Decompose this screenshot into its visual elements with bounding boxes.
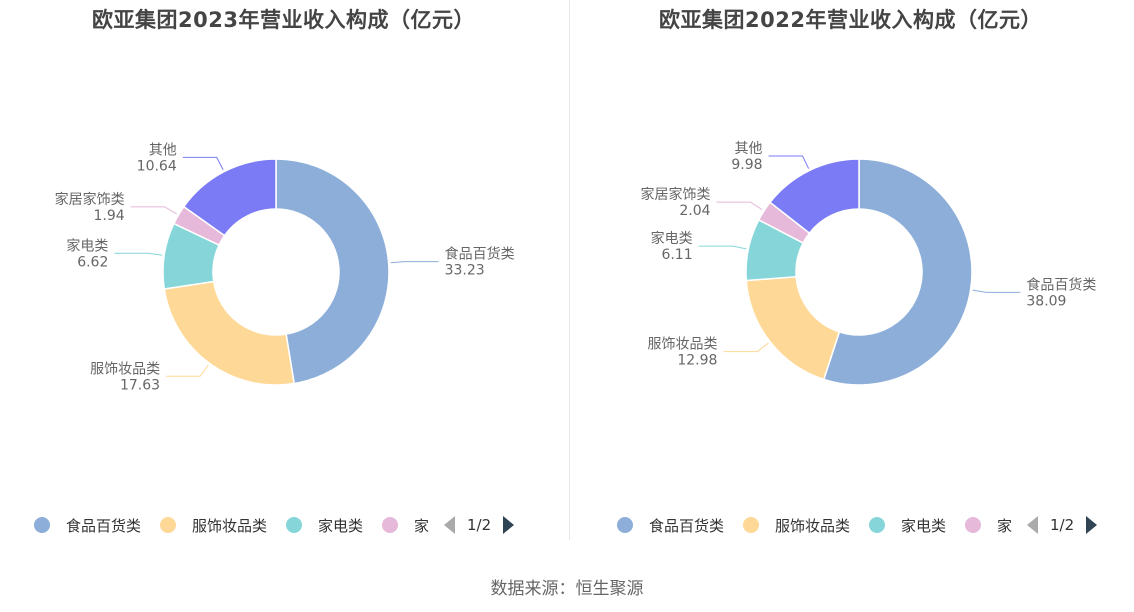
slice-label-name: 其他 xyxy=(735,141,763,157)
donut-slice-1[interactable] xyxy=(163,280,296,386)
legend-prev-arrow-icon[interactable] xyxy=(1027,516,1038,534)
slice-label-name: 家居家饰类 xyxy=(55,191,125,208)
legend-dot xyxy=(382,517,398,533)
slice-label-name: 服饰妆品类 xyxy=(647,337,717,353)
legend-item-1[interactable]: 服饰妆品类 xyxy=(743,512,850,538)
legend-dot xyxy=(160,517,176,533)
legend-item-2[interactable]: 家电类 xyxy=(286,512,363,538)
slice-label-name: 服饰妆品类 xyxy=(90,361,160,377)
label-leader-line xyxy=(182,156,224,171)
panel-divider xyxy=(569,0,570,540)
slice-label-value: 1.94 xyxy=(93,208,124,224)
legend-dot xyxy=(34,517,50,533)
label-leader-line xyxy=(768,155,810,169)
donut-slice-1[interactable] xyxy=(745,275,841,381)
slice-label-value: 2.04 xyxy=(679,203,710,219)
legend-next-arrow-icon[interactable] xyxy=(503,516,515,534)
legend-pager: 1/2 xyxy=(444,512,515,538)
legend-item-0[interactable]: 食品百货类 xyxy=(617,512,724,538)
donut-slice-4[interactable] xyxy=(768,158,860,235)
legend-item-0[interactable]: 食品百货类 xyxy=(34,512,141,538)
slice-label-name: 食品百货类 xyxy=(445,246,515,263)
slice-label-name: 其他 xyxy=(149,142,177,158)
label-leader-line xyxy=(716,201,763,211)
slice-label-value: 6.11 xyxy=(661,247,692,263)
legend-item-2[interactable]: 家电类 xyxy=(869,512,946,538)
legend-dot xyxy=(743,517,759,533)
legend-page-indicator: 1/2 xyxy=(467,516,492,534)
legend-label: 食品百货类 xyxy=(66,516,142,535)
slice-label-value: 38.09 xyxy=(1026,293,1066,309)
legend-next-arrow-icon[interactable] xyxy=(1086,516,1098,534)
legend-dot xyxy=(617,517,633,533)
legend-prev-arrow-icon[interactable] xyxy=(444,516,455,534)
slice-label-name: 家居家饰类 xyxy=(641,186,711,203)
chart-panel-2023: 欧亚集团2023年营业收入构成（亿元） 食品百货类 33.23 服饰妆品类 17.63… xyxy=(0,0,567,560)
label-leader-line xyxy=(130,206,178,215)
label-leader-line xyxy=(114,252,163,256)
slice-label-name: 食品百货类 xyxy=(1026,276,1096,293)
label-leader-line xyxy=(166,364,209,377)
legend-label: 食品百货类 xyxy=(649,516,725,535)
label-leader-line xyxy=(972,289,1021,293)
legend-item-3[interactable]: 家 xyxy=(382,512,429,538)
label-leader-line xyxy=(698,245,747,250)
donut-slice-4[interactable] xyxy=(182,158,277,237)
legend-dot xyxy=(286,517,302,533)
donut-slice-0[interactable] xyxy=(275,158,390,385)
slice-label-value: 33.23 xyxy=(445,263,485,279)
legend-pager: 1/2 xyxy=(1027,512,1098,538)
legend-dot xyxy=(869,517,885,533)
legend-item-3[interactable]: 家 xyxy=(965,512,1012,538)
slice-label-value: 17.63 xyxy=(120,377,160,393)
legend-item-1[interactable]: 服饰妆品类 xyxy=(160,512,267,538)
chart-panel-2022: 欧亚集团2022年营业收入构成（亿元） 食品百货类 38.09 服饰妆品类 12.98… xyxy=(567,0,1134,560)
legend-label: 服饰妆品类 xyxy=(192,516,268,535)
legend-label: 家电类 xyxy=(318,516,364,535)
legend-label: 服饰妆品类 xyxy=(775,516,851,535)
slice-label-value: 12.98 xyxy=(677,353,717,369)
slice-label-name: 家电类 xyxy=(66,237,108,254)
chart-title: 欧亚集团2023年营业收入构成（亿元） xyxy=(92,8,475,32)
donut-slice-0[interactable] xyxy=(822,158,973,386)
legend-dot xyxy=(965,517,981,533)
slice-label-value: 6.62 xyxy=(77,254,108,270)
legend-label: 家 xyxy=(997,516,1013,535)
chart-title: 欧亚集团2022年营业收入构成（亿元） xyxy=(659,8,1042,32)
legend-label: 家电类 xyxy=(901,516,947,535)
slice-label-value: 10.64 xyxy=(137,158,177,174)
data-source-note: 数据来源：恒生聚源 xyxy=(490,579,644,599)
label-leader-line xyxy=(723,342,769,353)
slice-label-name: 家电类 xyxy=(651,230,693,247)
slice-label-value: 9.98 xyxy=(731,157,762,173)
label-leader-line xyxy=(390,261,439,264)
legend-page-indicator: 1/2 xyxy=(1050,516,1075,534)
legend-label: 家 xyxy=(414,516,430,535)
